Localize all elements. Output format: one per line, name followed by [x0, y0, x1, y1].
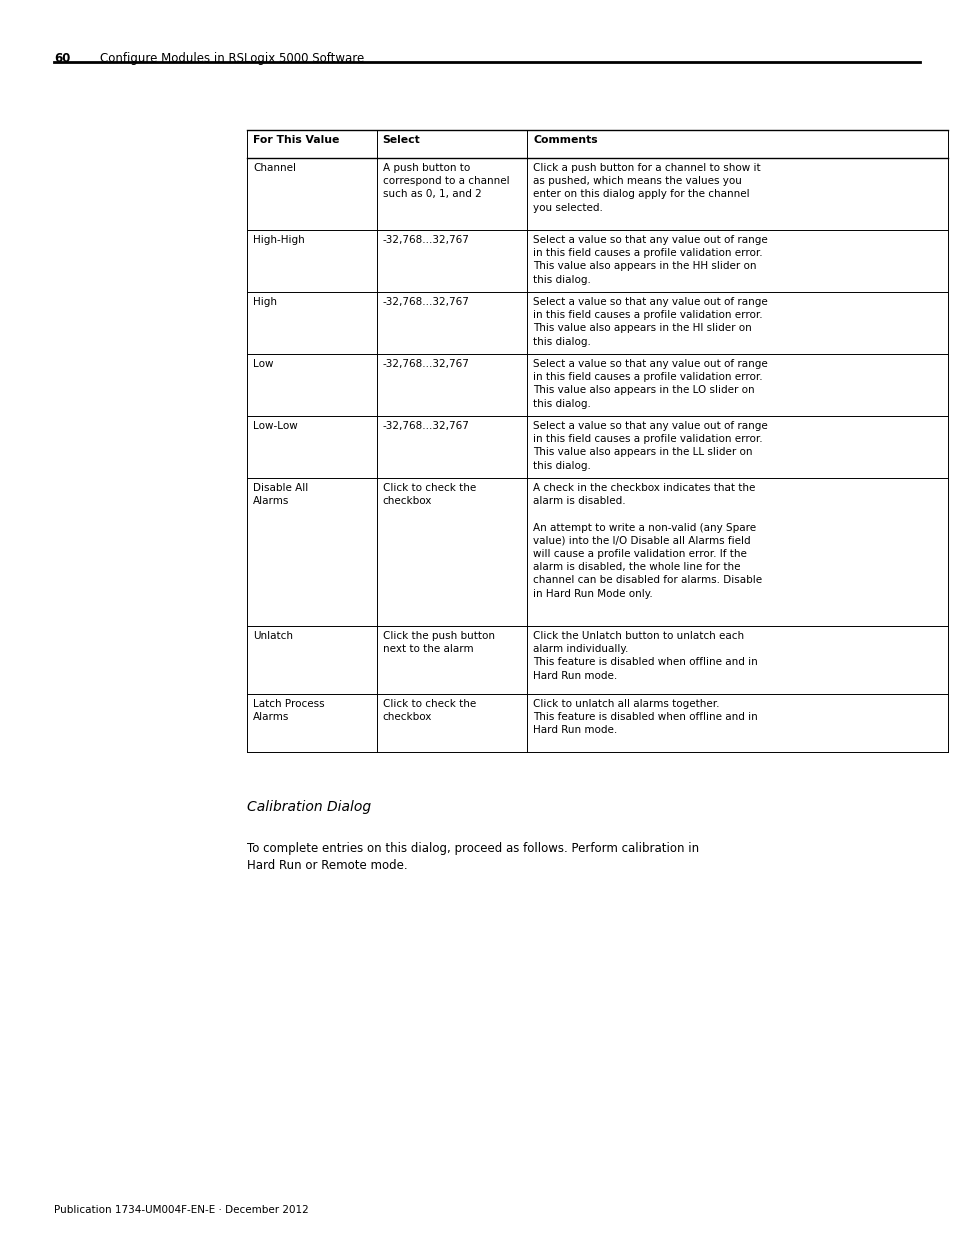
Text: High-High: High-High — [253, 235, 304, 245]
Text: -32,768...32,767: -32,768...32,767 — [382, 296, 469, 308]
Text: Click a push button for a channel to show it
as pushed, which means the values y: Click a push button for a channel to sho… — [533, 163, 760, 212]
Text: Configure Modules in RSLogix 5000 Software: Configure Modules in RSLogix 5000 Softwa… — [100, 52, 364, 65]
Text: Click to check the
checkbox: Click to check the checkbox — [382, 699, 476, 722]
Text: -32,768...32,767: -32,768...32,767 — [382, 421, 469, 431]
Text: Low-Low: Low-Low — [253, 421, 297, 431]
Text: A push button to
correspond to a channel
such as 0, 1, and 2: A push button to correspond to a channel… — [382, 163, 509, 199]
Text: Select a value so that any value out of range
in this field causes a profile val: Select a value so that any value out of … — [533, 421, 767, 471]
Text: A check in the checkbox indicates that the
alarm is disabled.

An attempt to wri: A check in the checkbox indicates that t… — [533, 483, 761, 599]
Text: -32,768...32,767: -32,768...32,767 — [382, 235, 469, 245]
Text: Click to unlatch all alarms together.
This feature is disabled when offline and : Click to unlatch all alarms together. Th… — [533, 699, 758, 735]
Text: Select: Select — [382, 135, 420, 144]
Text: Click the Unlatch button to unlatch each
alarm individually.
This feature is dis: Click the Unlatch button to unlatch each… — [533, 631, 758, 680]
Text: Unlatch: Unlatch — [253, 631, 293, 641]
Text: Select a value so that any value out of range
in this field causes a profile val: Select a value so that any value out of … — [533, 235, 767, 284]
Text: Calibration Dialog: Calibration Dialog — [247, 800, 371, 814]
Text: To complete entries on this dialog, proceed as follows. Perform calibration in
H: To complete entries on this dialog, proc… — [247, 842, 699, 872]
Text: Click the push button
next to the alarm: Click the push button next to the alarm — [382, 631, 495, 655]
Text: For This Value: For This Value — [253, 135, 339, 144]
Text: Select a value so that any value out of range
in this field causes a profile val: Select a value so that any value out of … — [533, 359, 767, 409]
Text: High: High — [253, 296, 276, 308]
Text: Latch Process
Alarms: Latch Process Alarms — [253, 699, 324, 722]
Text: Click to check the
checkbox: Click to check the checkbox — [382, 483, 476, 506]
Text: Comments: Comments — [533, 135, 598, 144]
Text: Publication 1734-UM004F-EN-E · December 2012: Publication 1734-UM004F-EN-E · December … — [54, 1205, 309, 1215]
Text: Low: Low — [253, 359, 274, 369]
Text: Select a value so that any value out of range
in this field causes a profile val: Select a value so that any value out of … — [533, 296, 767, 347]
Text: Channel: Channel — [253, 163, 295, 173]
Text: -32,768...32,767: -32,768...32,767 — [382, 359, 469, 369]
Text: 60: 60 — [54, 52, 71, 65]
Text: Disable All
Alarms: Disable All Alarms — [253, 483, 308, 506]
